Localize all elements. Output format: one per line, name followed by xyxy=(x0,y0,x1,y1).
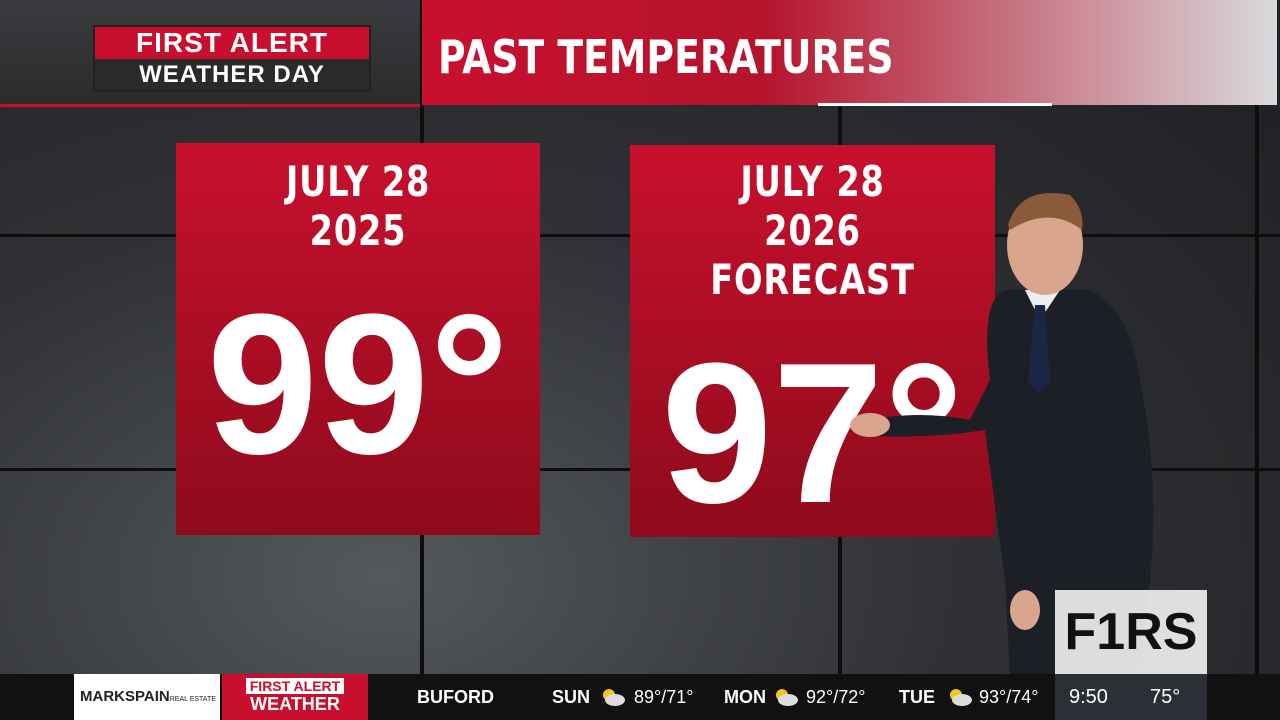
current-temp: 75° xyxy=(1150,686,1181,708)
logo-line1: FIRST ALERT xyxy=(95,27,369,59)
sponsor: MARKSPAINREAL ESTATE xyxy=(74,674,220,720)
header-underline xyxy=(818,103,1052,106)
time: 9:50 xyxy=(1069,686,1108,708)
forecast-temps: 92°/72° xyxy=(806,687,866,707)
card-date: JULY 28 xyxy=(285,157,431,206)
forecast-temps: 89°/71° xyxy=(634,687,694,707)
brand-line1: FIRST ALERT xyxy=(246,678,344,694)
header-bar xyxy=(422,0,1277,105)
ticker: MARKSPAINREAL ESTATE FIRST ALERT WEATHER… xyxy=(0,674,1280,720)
brand-line2: WEATHER xyxy=(250,694,340,714)
logo-line2: WEATHER DAY xyxy=(95,59,369,90)
card-year: 2026 FORECAST xyxy=(710,206,915,304)
brand: FIRST ALERT WEATHER xyxy=(222,674,368,720)
logo: FIRST ALERT WEATHER DAY xyxy=(93,25,371,92)
forecast-day: MON xyxy=(724,687,766,707)
clock-box: 9:50 75° xyxy=(1055,674,1207,720)
sponsor-tag: REAL ESTATE xyxy=(169,696,216,703)
corner-logo: F1RS xyxy=(1055,590,1207,674)
forecast-day: TUE xyxy=(899,687,935,707)
presenter xyxy=(850,193,1154,676)
sponsor-name: MARKSPAIN xyxy=(80,688,170,705)
card-date: JULY 28 xyxy=(740,157,885,206)
forecast-day: SUN xyxy=(552,687,591,707)
location: BUFORD xyxy=(417,687,494,707)
temp-card: JULY 28 2026 FORECAST 97° xyxy=(630,145,995,537)
card-temperature: 99° xyxy=(206,273,510,496)
weather-icon xyxy=(776,689,798,706)
weather-icon xyxy=(603,689,625,706)
title: PAST TEMPERATURES xyxy=(438,30,894,84)
forecast-temps: 93°/74° xyxy=(979,687,1039,707)
temp-card: JULY 28 2025 99° xyxy=(176,143,540,535)
card-year: 2025 xyxy=(309,206,407,255)
wall-seam xyxy=(1255,0,1259,676)
weather-icon xyxy=(950,689,972,706)
